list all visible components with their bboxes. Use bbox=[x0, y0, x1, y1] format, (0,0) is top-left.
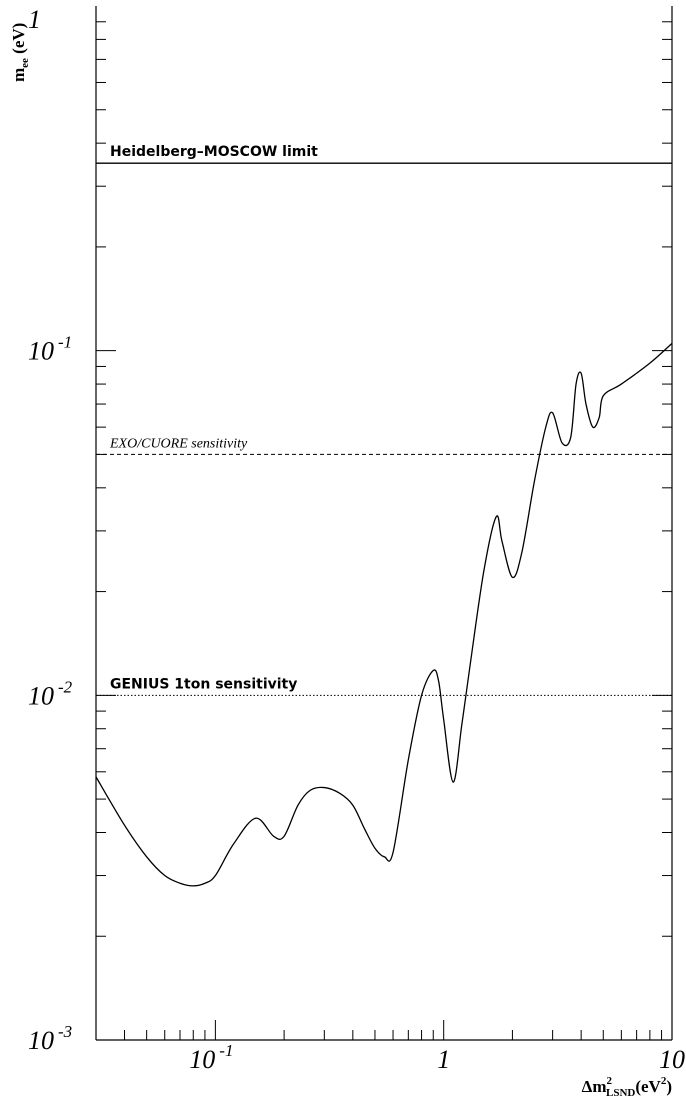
x-axis-title: Δm2 LSND(eV2) bbox=[582, 1075, 672, 1099]
tick-labels: 10 -3 10 -2 10 -1 1 10 -1 1 10 bbox=[28, 5, 685, 1074]
reference-label-2: EXO/CUORE sensitivity bbox=[109, 436, 248, 451]
y-tick-label-4: 1 bbox=[28, 5, 41, 34]
x-tick-label-2: 1 bbox=[437, 1045, 450, 1074]
curve-layer bbox=[95, 342, 673, 887]
mee-curve-1 bbox=[95, 342, 673, 887]
x-tick-label-1: 10 -1 bbox=[189, 1041, 233, 1074]
reference-lines: Heidelberg–MOSCOW limit EXO/CUORE sensiti… bbox=[96, 144, 672, 696]
y-tick-label-2: 10 -2 bbox=[28, 677, 73, 710]
reference-label-3: GENIUS 1ton sensitivity bbox=[110, 676, 297, 692]
plot-axes bbox=[95, 6, 673, 1041]
x-tick-label-3: 10 bbox=[659, 1045, 685, 1074]
y-tick-label-3: 10 -1 bbox=[28, 333, 72, 366]
y-axis-title: mee (eV) bbox=[9, 23, 31, 82]
y-tick-label-1: 10 -3 bbox=[28, 1022, 72, 1055]
reference-label-1: Heidelberg–MOSCOW limit bbox=[110, 144, 318, 160]
axis-titles: mee (eV) Δm2 LSND(eV2) bbox=[9, 23, 672, 1099]
